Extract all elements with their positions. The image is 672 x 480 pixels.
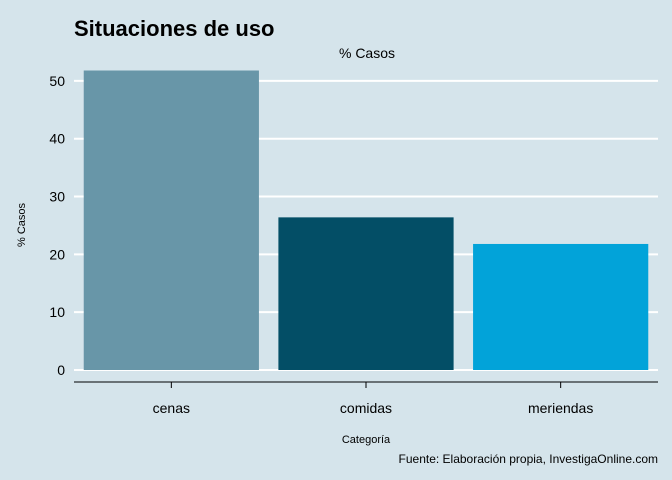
y-tick-label-40: 40 bbox=[49, 131, 65, 147]
x-axis-label: Categoría bbox=[342, 434, 391, 446]
x-tick-label-cenas: cenas bbox=[153, 400, 190, 416]
x-tick-label-meriendas: meriendas bbox=[528, 400, 593, 416]
y-axis-ticks: 0 10 20 30 40 50 bbox=[49, 73, 65, 378]
chart-subtitle: % Casos bbox=[339, 45, 395, 61]
chart-title: Situaciones de uso bbox=[74, 16, 275, 41]
y-tick-label-0: 0 bbox=[57, 362, 65, 378]
y-tick-label-20: 20 bbox=[49, 246, 65, 262]
y-tick-label-50: 50 bbox=[49, 73, 65, 89]
chart-caption: Fuente: Elaboración propia, InvestigaOnl… bbox=[399, 452, 658, 466]
bar-cenas bbox=[83, 70, 259, 370]
y-tick-label-10: 10 bbox=[49, 304, 65, 320]
y-tick-label-30: 30 bbox=[49, 189, 65, 205]
bar-comidas bbox=[278, 217, 454, 370]
bar-meriendas bbox=[473, 243, 649, 370]
bars bbox=[83, 70, 649, 370]
y-axis-label: % Casos bbox=[16, 202, 28, 247]
x-axis-ticks: cenas comidas meriendas bbox=[153, 382, 593, 416]
x-tick-label-comidas: comidas bbox=[340, 400, 392, 416]
